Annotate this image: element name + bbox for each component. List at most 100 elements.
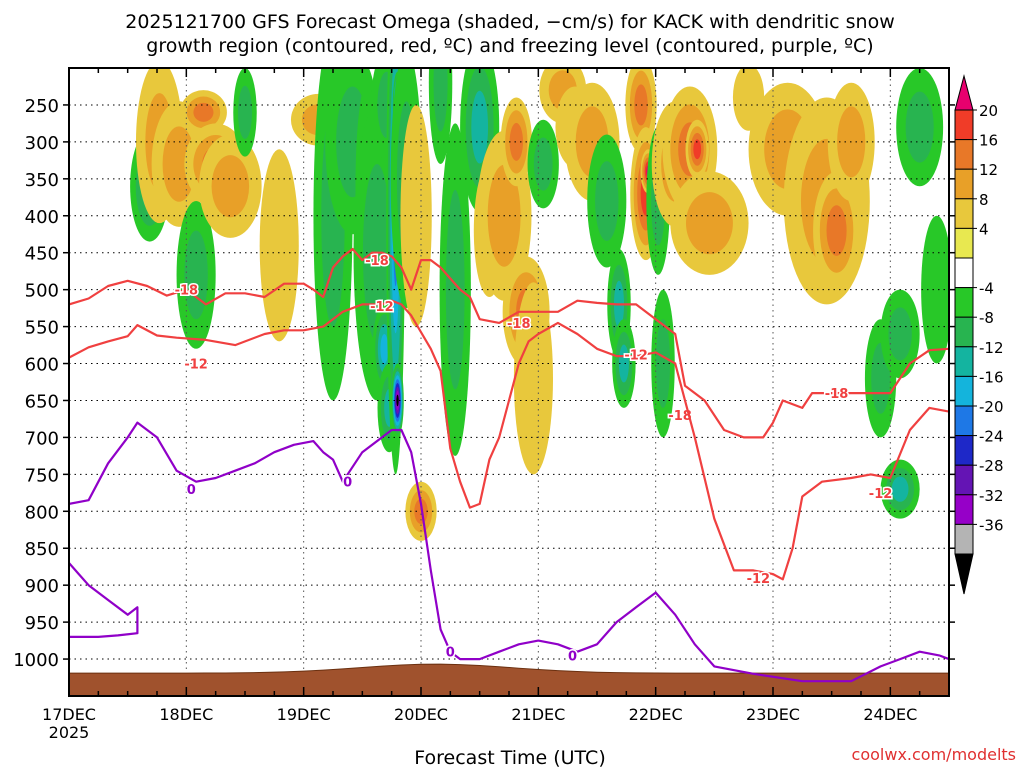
y-tick-label: 850 [25, 539, 59, 560]
x-axis-label: Forecast Time (UTC) [414, 747, 605, 768]
x-tick-label: 20DEC [394, 705, 448, 724]
x-tick-label: 21DEC [511, 705, 565, 724]
y-tick-label: 900 [25, 576, 59, 597]
omega-cell [826, 205, 847, 256]
colorbar-swatch [954, 168, 974, 200]
omega-cell [509, 122, 524, 161]
colorbar-swatch [954, 375, 974, 407]
y-tick-label: 750 [25, 465, 59, 486]
colorbar-swatch [954, 435, 974, 466]
y-tick-label: 450 [25, 244, 59, 265]
terrain [69, 663, 949, 696]
y-tick-label: 1000 [13, 650, 59, 671]
contour-label: -18 [825, 387, 849, 402]
chart-title-line1: 2025121700 GFS Forecast Omega (shaded, −… [125, 11, 895, 33]
y-axis: 250 300 350 400 450 500 550 600 650 700 750 800 850 9… [13, 96, 955, 671]
y-tick-label: 600 [25, 355, 59, 376]
x-axis: 17DEC 18DEC 19DEC 20DEC 21DEC 22DEC 23DEC 24DEC… [42, 68, 950, 742]
colorbar-label: 20 [979, 102, 998, 120]
omega-cell [193, 102, 214, 122]
omega-cell [211, 155, 250, 218]
colorbar-label: -32 [979, 487, 1004, 505]
omega-shading [130, 68, 949, 541]
terrain-fill [69, 663, 949, 696]
contour-label: 0 [446, 646, 455, 661]
contour-label: -12 [747, 572, 771, 587]
grid-lines [69, 68, 949, 696]
omega-cell [618, 344, 629, 383]
y-tick-label: 300 [25, 133, 59, 154]
y-tick-label: 250 [25, 96, 59, 117]
contour-label: -12 [184, 358, 208, 373]
contour-dgz-12 [69, 299, 949, 581]
colorbar-label: -24 [979, 428, 1004, 446]
omega-cell [595, 161, 619, 241]
colorbar-swatch [954, 257, 974, 289]
omega-cell [380, 333, 389, 364]
credit-text: coolwx.com/modelts [852, 745, 1016, 764]
omega-cell [237, 85, 253, 139]
contour-label: 0 [343, 476, 352, 491]
contour-label: -18 [365, 254, 389, 269]
x-tick-label: 22DEC [629, 705, 683, 724]
contour-label: -18 [668, 409, 692, 424]
omega-cell [888, 307, 912, 361]
omega-cell [685, 192, 733, 255]
colorbar-swatch [954, 227, 974, 259]
y-tick-label: 800 [25, 502, 59, 523]
omega-cell [471, 90, 489, 164]
contour-freezing-0 [69, 421, 949, 683]
contour-label: 0 [187, 483, 196, 498]
colorbar-label: -16 [979, 368, 1004, 386]
omega-cell [891, 476, 909, 502]
colorbar-label: -20 [979, 398, 1004, 416]
colorbar-label: -4 [979, 280, 994, 298]
colorbar: 20 16 12 8 4 -4 -8 -12 -16 -20 -24 -28 -32 -36 [954, 74, 1004, 595]
y-tick-label: 700 [25, 428, 59, 449]
contour-freezing-0-lower [69, 562, 139, 639]
y-tick-label: 400 [25, 207, 59, 228]
colorbar-label: -8 [979, 309, 994, 327]
contour-label: -12 [370, 300, 394, 315]
colorbar-label: 16 [979, 132, 998, 150]
contour-label: -18 [507, 317, 531, 332]
colorbar-swatch [954, 198, 974, 229]
omega-cell [184, 230, 208, 320]
y-tick-label: 500 [25, 281, 59, 302]
x-tick-label: 24DEC [863, 705, 917, 724]
contour-dgz-18 [69, 247, 949, 439]
colorbar-swatch [954, 316, 974, 348]
colorbar-swatch [954, 464, 974, 496]
omega-cell [433, 68, 448, 132]
omega-cell [921, 215, 949, 364]
colorbar-swatch [954, 346, 974, 377]
omega-cell [533, 137, 553, 191]
colorbar-label: -28 [979, 457, 1004, 475]
chart-title-line2: growth region (contoured, red, ºC) and f… [146, 35, 873, 57]
x-tick-label: 18DEC [159, 705, 213, 724]
y-tick-label: 350 [25, 170, 59, 191]
colorbar-swatch [954, 405, 974, 437]
colorbar-swatch [954, 494, 974, 525]
x-tick-label: 19DEC [277, 705, 331, 724]
colorbar-label: 8 [979, 191, 989, 209]
omega-cell [693, 139, 702, 160]
contour-label: -12 [624, 349, 648, 364]
y-tick-label: 550 [25, 318, 59, 339]
contour-label: -12 [869, 487, 893, 502]
contour-label: -18 [175, 284, 199, 299]
omega-cell [162, 126, 196, 202]
omega-cell [259, 149, 299, 342]
omega-cell [396, 394, 399, 407]
colorbar-swatch [954, 523, 974, 555]
colorbar-swatch [954, 109, 974, 141]
y-tick-label: 950 [25, 613, 59, 634]
colorbar-swatch [954, 139, 974, 170]
omega-cell [905, 91, 934, 163]
colorbar-label: 4 [979, 220, 989, 238]
x-tick-label: 17DEC [42, 705, 96, 724]
contour-label: 0 [568, 649, 577, 664]
colorbar-label: -12 [979, 339, 1004, 357]
colorbar-arrow-bottom [954, 553, 974, 595]
